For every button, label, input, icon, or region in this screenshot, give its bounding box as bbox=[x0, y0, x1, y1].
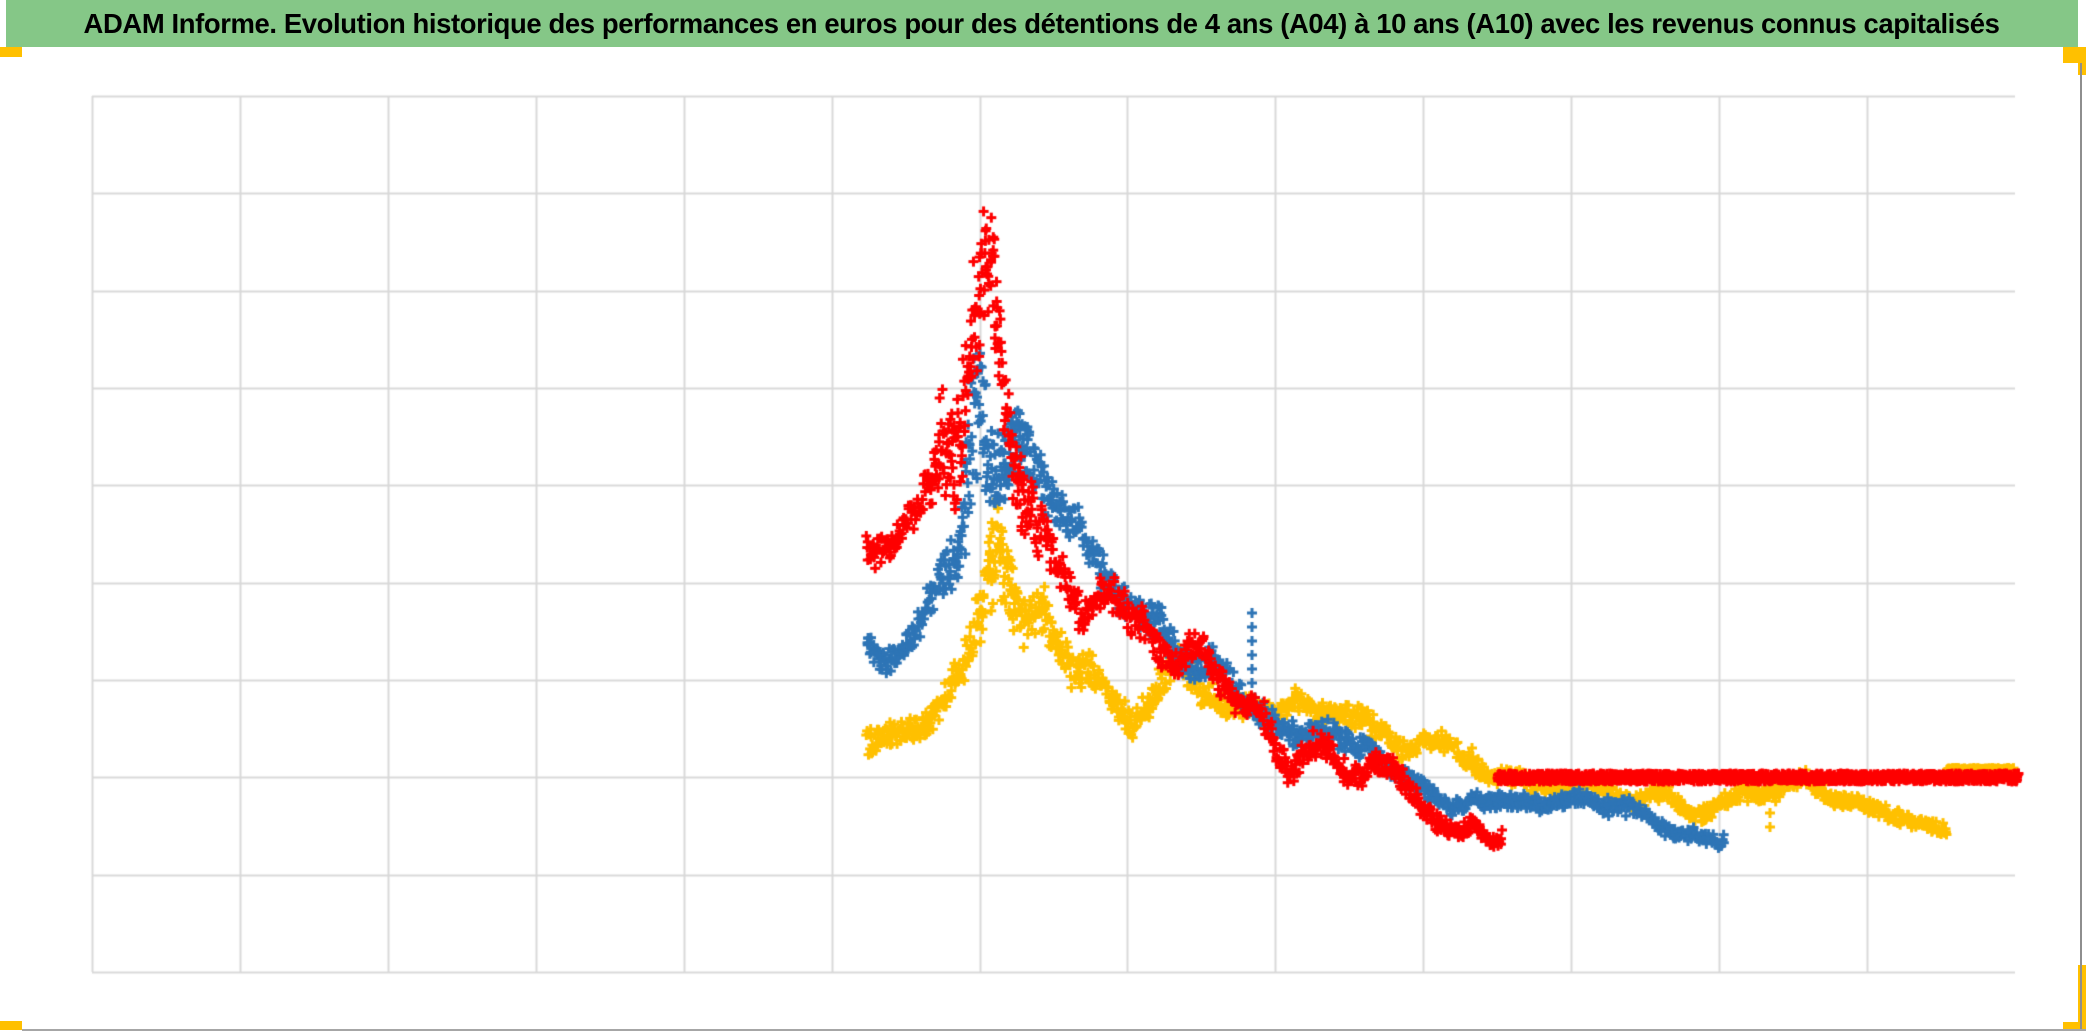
chart-title-bar: ADAM Informe. Evolution historique des p… bbox=[6, 0, 2078, 47]
accent-bottom-right-h bbox=[2063, 1022, 2086, 1031]
window-edge-bottom bbox=[22, 1029, 2086, 1031]
chart-title: ADAM Informe. Evolution historique des p… bbox=[84, 7, 2000, 39]
accent-top-right-v bbox=[2078, 47, 2086, 75]
accent-top-left bbox=[0, 47, 22, 57]
window-edge-right bbox=[2080, 63, 2082, 1031]
accent-bottom-left bbox=[0, 1021, 22, 1030]
accent-bottom-right-v bbox=[2078, 965, 2086, 1031]
